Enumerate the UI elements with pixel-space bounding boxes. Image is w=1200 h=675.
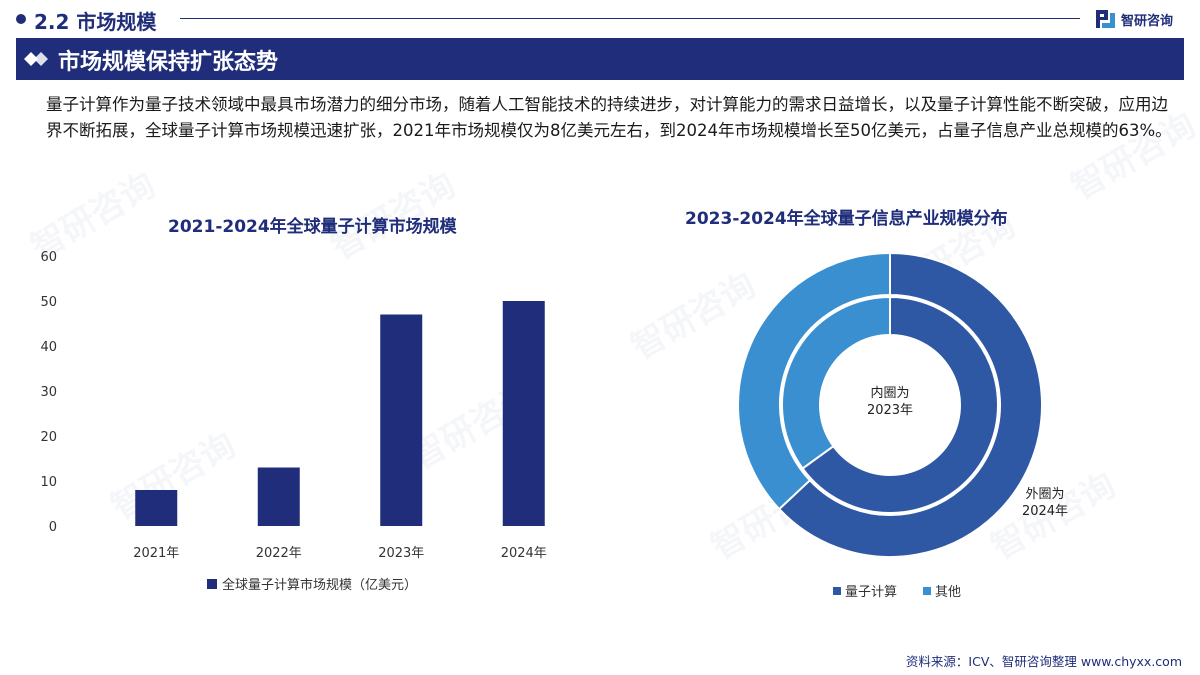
bar	[135, 490, 178, 526]
divider	[180, 18, 1080, 19]
y-tick-label: 20	[40, 430, 57, 445]
source-note: 资料来源：ICV、智研咨询整理 www.chyxx.com	[905, 654, 1182, 669]
bullet-icon	[16, 14, 26, 24]
x-tick-label: 2021年	[133, 546, 179, 561]
bar	[257, 467, 300, 526]
donut-slice	[781, 295, 891, 470]
brand-name: 智研咨询	[1121, 13, 1174, 29]
x-tick-label: 2022年	[256, 546, 302, 561]
legend-swatch	[207, 579, 217, 589]
brand: 智研咨询	[1095, 6, 1173, 32]
section-banner: 市场规模保持扩张态势	[16, 38, 1184, 80]
bar	[380, 314, 423, 526]
legend-label: 其他	[935, 585, 961, 600]
y-tick-label: 60	[40, 250, 57, 265]
y-tick-label: 0	[49, 520, 57, 535]
legend-swatch	[833, 587, 841, 595]
description-paragraph: 量子计算作为量子技术领域中最具市场潜力的细分市场，随着人工智能技术的持续进步，对…	[46, 95, 1172, 140]
bar-chart-title: 2021-2024年全球量子计算市场规模	[168, 217, 457, 237]
y-tick-label: 10	[40, 475, 57, 490]
legend-swatch	[923, 587, 931, 595]
legend-label: 量子计算	[845, 585, 897, 600]
donut-slice	[777, 251, 1043, 558]
bar	[502, 301, 545, 526]
x-tick-label: 2023年	[378, 546, 424, 561]
brand-logo-icon	[1096, 10, 1115, 28]
top-bar: 2.2 市场规模 智研咨询	[0, 0, 1200, 38]
bar-chart: 0 10 20 30 40 50 60 2021年 2022年 2023年 2024年 全球量子计…	[40, 250, 547, 593]
donut-slice	[737, 251, 891, 511]
inner-ring-label: 内圈为 2023年	[867, 385, 913, 418]
outer-ring-label: 外圈为 2024年	[1022, 487, 1068, 519]
section-title: 2.2 市场规模	[34, 10, 157, 34]
diamond-icon	[24, 52, 48, 66]
donut-chart-title: 2023-2024年全球量子信息产业规模分布	[685, 209, 1008, 229]
x-tick-label: 2024年	[501, 546, 547, 561]
banner-title: 市场规模保持扩张态势	[58, 50, 279, 75]
y-tick-label: 50	[40, 295, 57, 310]
legend-label: 全球量子计算市场规模（亿美元）	[222, 577, 417, 593]
donut-slice	[801, 295, 999, 514]
y-tick-label: 40	[40, 340, 57, 355]
y-tick-label: 30	[40, 385, 57, 400]
